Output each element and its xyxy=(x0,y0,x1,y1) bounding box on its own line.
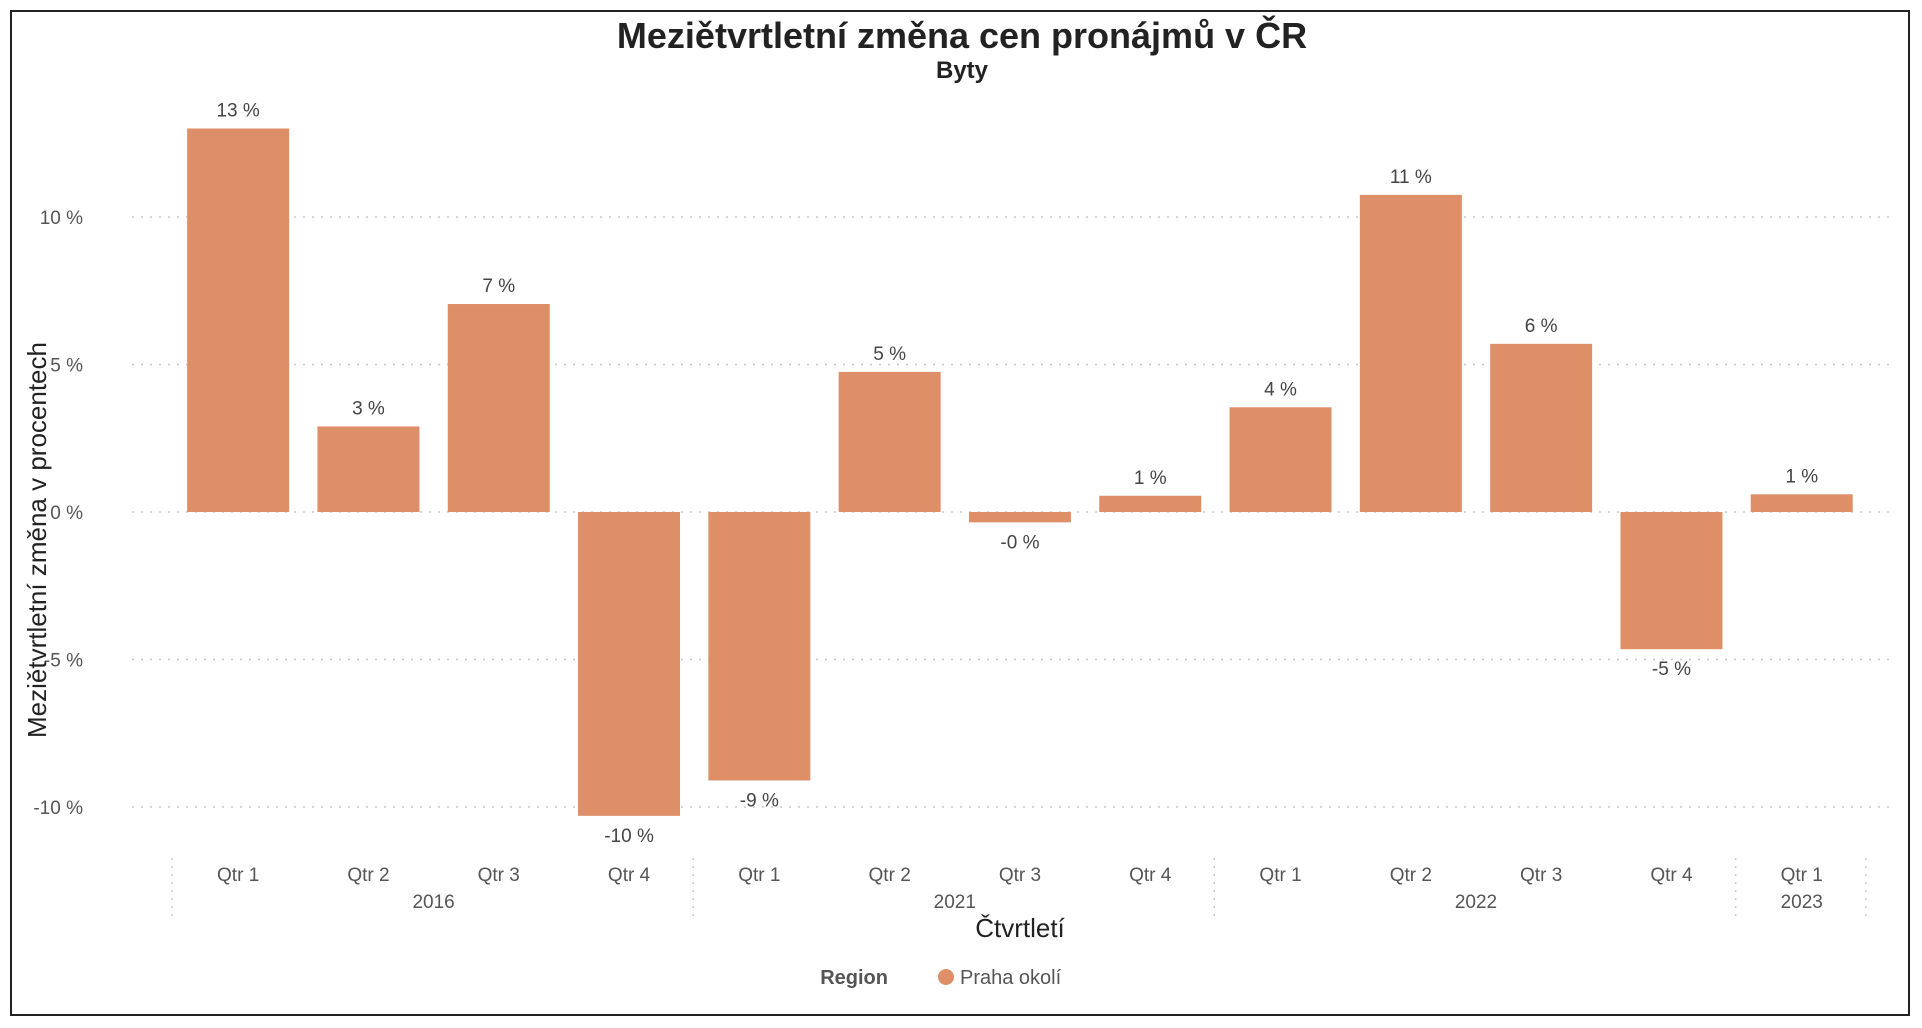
bar xyxy=(708,512,811,781)
bar xyxy=(317,426,420,512)
data-label: 7 % xyxy=(482,276,515,297)
chart-frame: Meziětvrtletní změna cen pronájmů v ČR B… xyxy=(10,10,1910,1016)
chart-svg: Meziětvrtletní změna cen pronájmů v ČR B… xyxy=(22,14,1892,989)
y-axis-ticks: 10 % 5 % 0 % -5 % -10 % xyxy=(33,208,83,819)
x-tick-label: Qtr 4 xyxy=(608,865,651,886)
data-label: 13 % xyxy=(216,101,259,122)
y-tick-label: -5 % xyxy=(44,651,83,672)
data-label: 1 % xyxy=(1134,468,1167,489)
x-tick-label: Qtr 4 xyxy=(1650,865,1693,886)
y-tick-label: -10 % xyxy=(33,798,83,819)
data-label: 11 % xyxy=(1390,167,1432,188)
x-tick-label: Qtr 2 xyxy=(1390,865,1432,886)
bar xyxy=(838,371,941,512)
x-tick-label: Qtr 2 xyxy=(869,865,911,886)
x-tick-label: Qtr 2 xyxy=(347,865,389,886)
x-tick-label: Qtr 3 xyxy=(1520,865,1562,886)
legend-marker-praha-okoli xyxy=(938,969,954,985)
bar xyxy=(447,304,550,512)
y-tick-label: 0 % xyxy=(50,503,83,524)
bar xyxy=(968,512,1071,523)
x-tick-label: Qtr 1 xyxy=(1259,865,1301,886)
bar xyxy=(1359,194,1462,512)
x-axis-title: Čtvrtletí xyxy=(975,913,1065,943)
x-axis: Qtr 1 Qtr 2 Qtr 3 Qtr 4 Qtr 1 Qtr 2 Qtr 3 Qtr 4… xyxy=(171,858,1867,916)
data-label: 4 % xyxy=(1264,379,1297,400)
bars: 13 % 3 % 7 % -10 % -9 % 5 % -0 % 1 % 4 % 11 % 6 % -… xyxy=(187,101,1853,847)
x-year-label: 2023 xyxy=(1781,892,1823,913)
x-tick-label: Qtr 3 xyxy=(999,865,1041,886)
y-tick-label: 10 % xyxy=(40,208,83,229)
data-label: -0 % xyxy=(1000,532,1039,553)
x-tick-label: Qtr 1 xyxy=(217,865,259,886)
data-label: 3 % xyxy=(352,398,385,419)
legend-label-praha-okoli: Praha okolí xyxy=(960,967,1062,989)
y-tick-label: 5 % xyxy=(50,356,83,377)
data-label: -5 % xyxy=(1652,659,1691,680)
bar xyxy=(1490,343,1593,512)
bar xyxy=(1620,512,1723,650)
bar xyxy=(1099,495,1202,512)
bar xyxy=(187,128,290,512)
data-label: -9 % xyxy=(740,790,779,811)
bar xyxy=(578,512,681,816)
x-year-label: 2016 xyxy=(412,892,454,913)
data-label: 1 % xyxy=(1785,466,1818,487)
x-year-label: 2022 xyxy=(1455,892,1497,913)
data-label: 6 % xyxy=(1525,316,1558,337)
x-year-label: 2021 xyxy=(934,892,976,913)
legend: Region Praha okolí xyxy=(820,967,1061,989)
bar xyxy=(1229,407,1332,512)
chart-subtitle: Byty xyxy=(936,57,989,84)
data-label: 5 % xyxy=(873,344,906,365)
x-tick-label: Qtr 4 xyxy=(1129,865,1172,886)
data-label: -10 % xyxy=(604,826,654,847)
y-axis-title: Meziětvrtletní změna v procentech xyxy=(22,342,52,738)
x-tick-label: Qtr 1 xyxy=(1781,865,1823,886)
x-tick-label: Qtr 1 xyxy=(738,865,780,886)
x-tick-label: Qtr 3 xyxy=(478,865,520,886)
legend-title: Region xyxy=(820,967,888,989)
bar xyxy=(1750,494,1853,512)
chart-title: Meziětvrtletní změna cen pronájmů v ČR xyxy=(617,14,1307,56)
